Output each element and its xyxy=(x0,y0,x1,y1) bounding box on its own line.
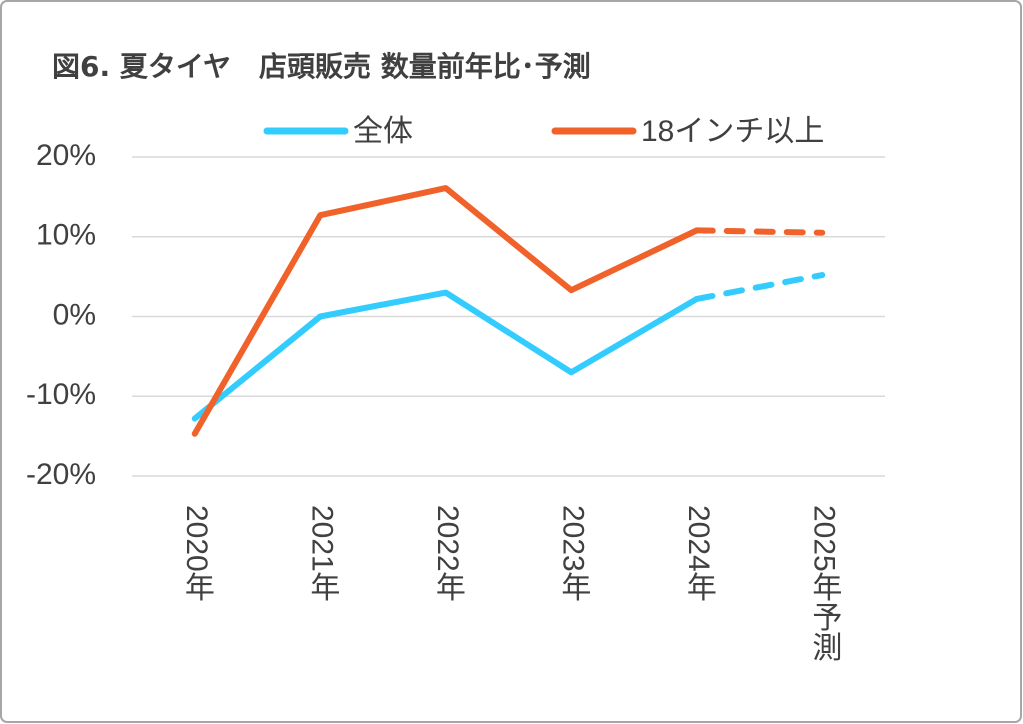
x-tick-label: 2022年 xyxy=(431,505,465,602)
y-tick-label: 0% xyxy=(53,298,96,331)
legend-label: 18インチ以上 xyxy=(641,115,824,148)
chart-title: 図6. 夏タイヤ 店頭販売 数量前年比･予測 xyxy=(52,50,591,83)
y-tick-label: 20% xyxy=(36,139,96,172)
y-tick-label: -20% xyxy=(26,458,96,491)
y-tick-label: -10% xyxy=(26,378,96,411)
x-tick-label: 2020年 xyxy=(180,505,214,602)
x-tick-label: 2023年 xyxy=(556,505,590,602)
forecast-line xyxy=(693,272,826,302)
x-tick-label: 2021年 xyxy=(305,505,339,602)
forecast-line xyxy=(693,227,826,236)
series-line xyxy=(191,289,700,422)
x-tick-label: 2025年予測 xyxy=(807,505,841,662)
y-tick-label: 10% xyxy=(36,219,96,252)
x-tick-label: 2024年 xyxy=(682,505,716,602)
series-line xyxy=(191,185,700,437)
legend-label: 全体 xyxy=(353,115,413,148)
